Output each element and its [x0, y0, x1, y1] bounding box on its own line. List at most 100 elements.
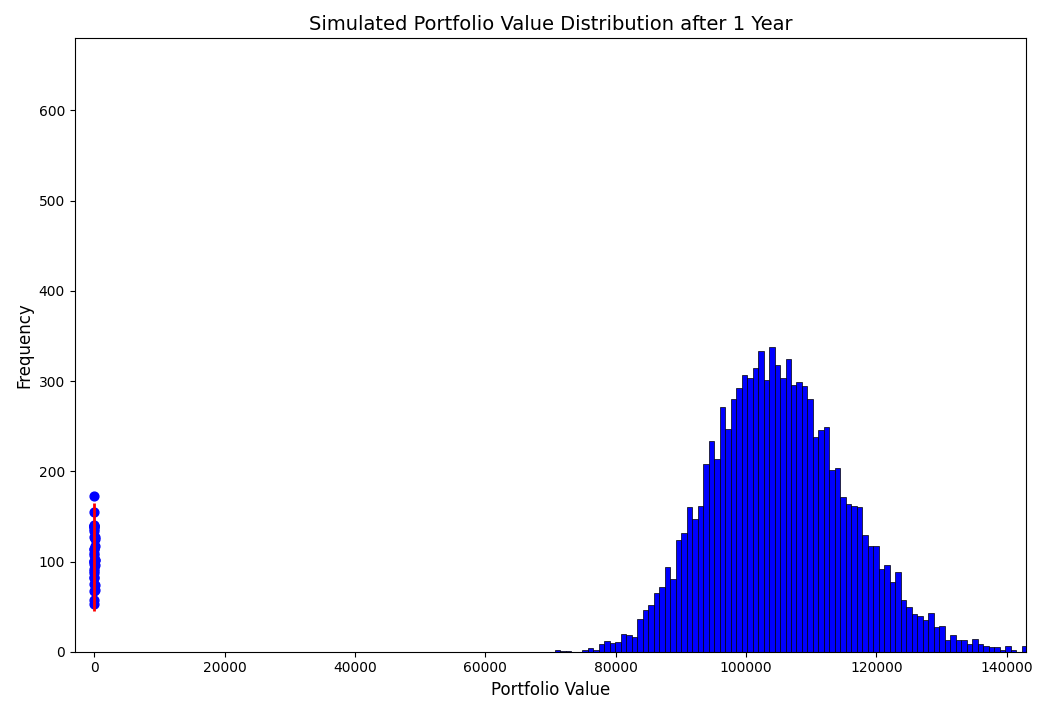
Point	[86, 540, 103, 552]
Point	[86, 554, 103, 565]
Point	[85, 548, 102, 559]
Point	[86, 506, 103, 517]
Bar	[868, 546, 873, 652]
Point	[85, 555, 102, 566]
Bar	[626, 635, 632, 652]
Bar	[1011, 650, 1016, 652]
Bar	[632, 638, 637, 652]
Point	[86, 584, 103, 595]
Bar	[621, 634, 626, 652]
Bar	[659, 587, 664, 652]
Point	[86, 549, 103, 560]
Bar	[873, 546, 879, 652]
Bar	[560, 651, 565, 652]
Bar	[588, 648, 594, 652]
Bar	[686, 508, 693, 652]
Point	[86, 563, 103, 575]
Point	[86, 531, 103, 543]
Point	[86, 579, 103, 590]
Title: Simulated Portfolio Value Distribution after 1 Year: Simulated Portfolio Value Distribution a…	[309, 15, 792, 34]
Bar	[1005, 646, 1011, 652]
Bar	[582, 650, 588, 652]
Bar	[994, 647, 1000, 652]
Bar	[565, 651, 572, 652]
Point	[85, 525, 102, 536]
Point	[85, 595, 102, 606]
Point	[86, 555, 103, 567]
Bar	[918, 615, 923, 652]
Point	[86, 560, 103, 571]
Bar	[714, 458, 720, 652]
Bar	[1033, 650, 1038, 652]
Bar	[610, 643, 615, 652]
Point	[86, 559, 103, 570]
Bar	[945, 640, 950, 652]
Bar	[819, 430, 824, 652]
Bar	[703, 464, 708, 652]
Bar	[955, 640, 962, 652]
Bar	[758, 351, 763, 652]
Bar	[962, 640, 967, 652]
Bar	[720, 407, 725, 652]
Point	[86, 572, 103, 583]
Bar	[654, 593, 659, 652]
Point	[85, 519, 102, 531]
Bar	[824, 427, 829, 652]
Point	[86, 555, 103, 567]
Y-axis label: Frequency: Frequency	[15, 302, 33, 388]
Bar	[989, 647, 994, 652]
Point	[86, 543, 103, 555]
Point	[86, 585, 103, 596]
Bar	[834, 468, 841, 652]
Bar	[841, 496, 846, 652]
Bar	[912, 614, 918, 652]
Point	[86, 555, 103, 566]
Point	[86, 571, 103, 583]
Bar	[555, 650, 560, 652]
Bar	[1027, 649, 1033, 652]
Bar	[807, 399, 813, 652]
Point	[85, 565, 102, 577]
Bar	[763, 381, 769, 652]
Bar	[676, 540, 681, 652]
Bar	[698, 506, 703, 652]
Point	[86, 520, 103, 531]
Bar	[983, 646, 989, 652]
Bar	[615, 642, 621, 652]
Point	[85, 524, 102, 536]
Bar	[708, 441, 714, 652]
Bar	[1049, 651, 1051, 652]
Bar	[736, 388, 742, 652]
Bar	[604, 641, 610, 652]
Bar	[637, 619, 643, 652]
Bar	[594, 650, 599, 652]
Point	[86, 598, 103, 610]
Bar	[928, 613, 933, 652]
Point	[86, 568, 103, 579]
Bar	[879, 569, 884, 652]
Bar	[901, 600, 906, 652]
Point	[86, 521, 103, 532]
Bar	[977, 643, 983, 652]
Point	[85, 531, 102, 543]
Bar	[780, 378, 785, 652]
Bar	[895, 573, 901, 652]
Point	[86, 521, 103, 533]
Bar	[857, 508, 863, 652]
Bar	[599, 643, 604, 652]
Bar	[813, 437, 819, 652]
Bar	[829, 470, 834, 652]
Bar	[863, 536, 868, 652]
Bar	[933, 628, 940, 652]
Point	[85, 543, 102, 555]
Bar	[940, 626, 945, 652]
Bar	[906, 607, 912, 652]
Bar	[791, 385, 797, 652]
Bar	[802, 386, 807, 652]
Bar	[769, 347, 775, 652]
Bar	[648, 605, 654, 652]
Point	[86, 521, 103, 532]
Bar	[851, 506, 857, 652]
X-axis label: Portfolio Value: Portfolio Value	[491, 681, 611, 699]
Bar	[950, 635, 955, 652]
